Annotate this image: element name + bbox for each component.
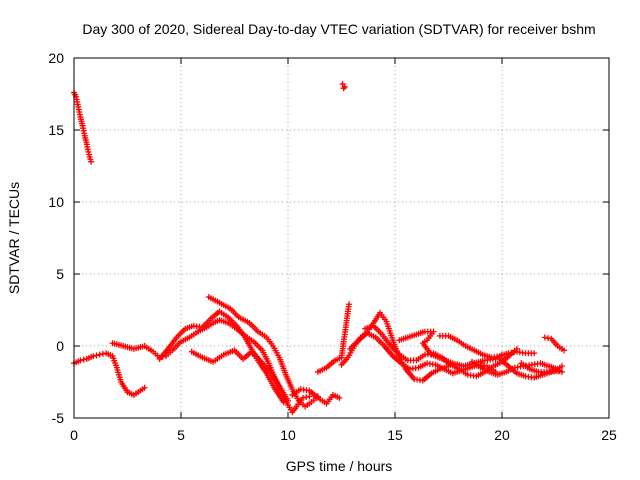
data-point-marker xyxy=(545,335,552,342)
data-point xyxy=(280,399,287,406)
y-axis-label: SDTVAR / TECUs xyxy=(6,182,22,294)
data-point xyxy=(531,350,538,357)
axis-ticks: 0 5 10 15 20 25 -5 0 5 10 15 20 xyxy=(48,50,617,443)
series-arc-12 xyxy=(362,322,520,380)
series-arc-5 xyxy=(156,308,291,404)
x-axis-label: GPS time / hours xyxy=(286,458,393,474)
data-point xyxy=(558,368,565,375)
y-tick-label-4: 15 xyxy=(48,122,64,138)
data-point xyxy=(141,384,148,391)
x-tick-label-3: 15 xyxy=(387,427,403,443)
series-arc-13 xyxy=(396,328,505,370)
data-series xyxy=(71,80,568,416)
data-point xyxy=(306,393,313,400)
y-tick-label-2: 5 xyxy=(56,266,64,282)
x-tick-label-2: 10 xyxy=(280,427,296,443)
data-point-marker xyxy=(303,394,310,401)
data-point-marker xyxy=(80,356,87,363)
series-arc-2 xyxy=(339,80,348,92)
series-arc-17 xyxy=(518,360,565,375)
x-tick-label-4: 20 xyxy=(494,427,510,443)
series-arc-3 xyxy=(71,350,148,398)
y-tick-label-1: 0 xyxy=(56,338,64,354)
series-arc-14 xyxy=(436,332,538,361)
data-point xyxy=(285,397,291,404)
data-point xyxy=(77,357,84,364)
data-point xyxy=(340,85,347,92)
data-point xyxy=(299,394,306,401)
series-arc-6 xyxy=(188,347,287,406)
data-point xyxy=(336,394,343,401)
x-tick-label-5: 25 xyxy=(601,427,617,443)
y-tick-label-0: -5 xyxy=(52,410,65,426)
y-tick-label-3: 10 xyxy=(48,194,64,210)
data-point-marker xyxy=(99,350,106,357)
series-arc-8 xyxy=(289,386,343,407)
data-point-marker xyxy=(555,368,562,375)
data-point-marker xyxy=(93,352,100,359)
data-point xyxy=(541,334,548,341)
data-point xyxy=(552,367,559,374)
plot-frame xyxy=(73,57,610,419)
series-arc-7 xyxy=(205,294,321,410)
data-point xyxy=(558,363,565,370)
x-tick-label-1: 5 xyxy=(177,427,185,443)
data-point xyxy=(88,158,95,165)
data-point xyxy=(345,301,352,308)
y-tick-label-5: 20 xyxy=(48,50,64,66)
data-point xyxy=(96,351,103,358)
series-arc-18 xyxy=(541,334,568,354)
data-point xyxy=(90,353,97,360)
series-arc-9 xyxy=(314,301,352,375)
x-tick-label-0: 0 xyxy=(70,427,78,443)
chart-title: Day 300 of 2020, Sidereal Day-to-day VTE… xyxy=(82,21,595,37)
data-point xyxy=(561,347,568,354)
